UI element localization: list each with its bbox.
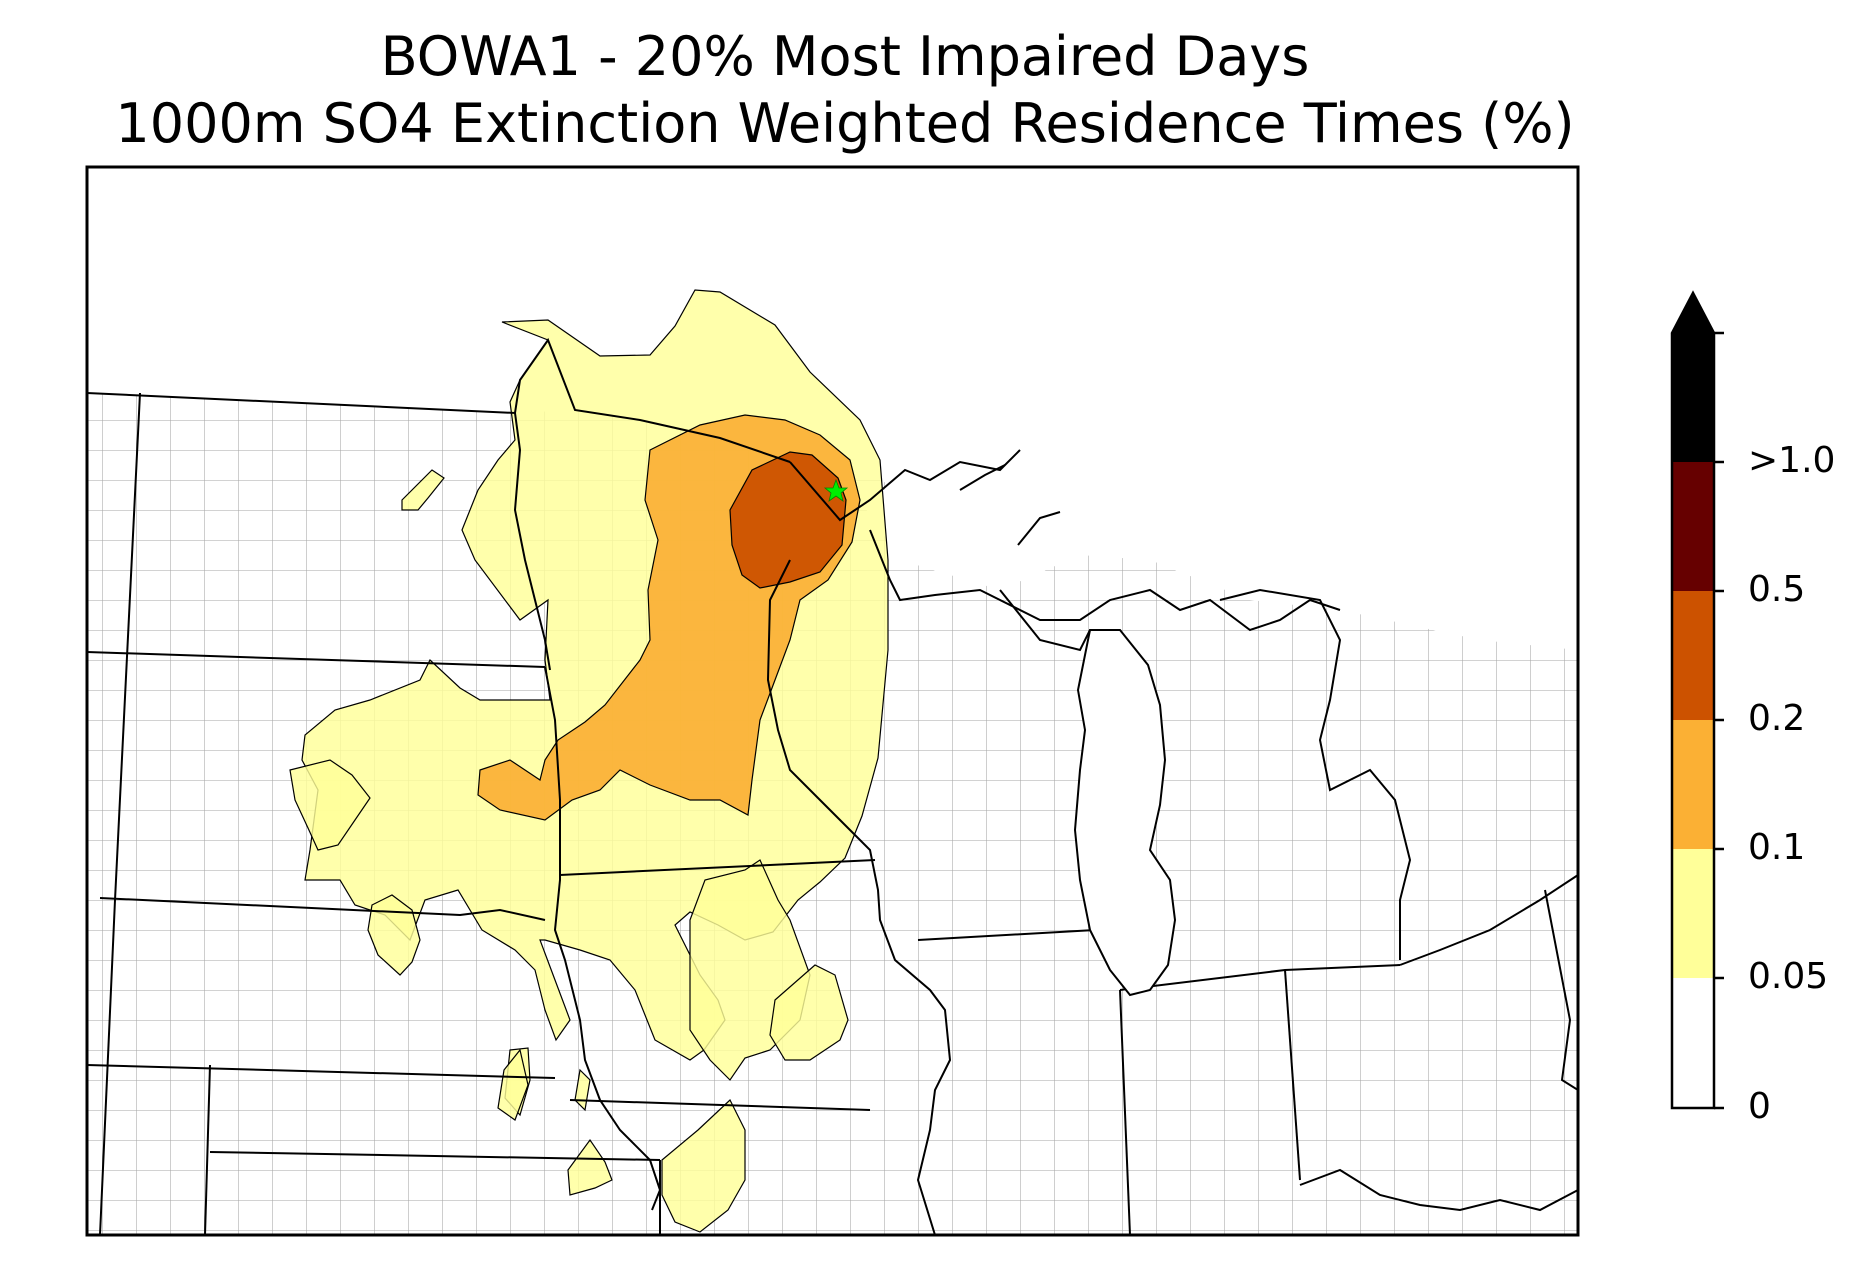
contour-0.05-patch-s5 <box>497 1048 529 1121</box>
colorbar-outline <box>1670 290 1716 1110</box>
colorbar-tick-label-0.05: 0.05 <box>1748 956 1829 997</box>
state-line-ks-ok <box>209 1151 661 1161</box>
lake-erie-shore <box>1399 874 1578 966</box>
state-borders <box>87 337 1578 1235</box>
state-line-sd-ne <box>99 897 546 921</box>
colorbar-segment-extend <box>1672 333 1714 462</box>
map-title-line-1: BOWA1 - 20% Most Impaired Days <box>380 25 1310 88</box>
map-area <box>87 289 1578 1235</box>
colorbar-tick-label-0.5: 0.5 <box>1748 569 1806 610</box>
isle-royale <box>959 464 1006 491</box>
colorbar-tick-label-0.1: 0.1 <box>1748 827 1806 868</box>
state-line-ks-west <box>204 1064 211 1235</box>
state-line-mn-wi <box>766 559 952 1235</box>
colorbar-tick-label-gt1: >1.0 <box>1748 440 1836 481</box>
state-line-mn-ia <box>559 859 876 876</box>
colorbar-segment-0 <box>1672 978 1714 1108</box>
state-line-oh-pa <box>1544 889 1578 1091</box>
contour-0.05-patch-east <box>769 964 849 1061</box>
contour-0.05-patch-sw <box>367 894 421 976</box>
lake-huron-shore <box>1219 588 1412 960</box>
colorbar-tick-label-0.2: 0.2 <box>1748 698 1806 739</box>
contour-0.05-patch-s3 <box>567 1138 613 1196</box>
wi-mi-up-border <box>999 589 1091 652</box>
lake-superior-shore <box>789 449 1341 632</box>
state-line-ohio-river <box>1299 1168 1578 1212</box>
state-line-wi-il <box>917 929 1096 941</box>
colorbar-segment-0.5 <box>1672 462 1714 591</box>
lake-michigan <box>1073 629 1177 997</box>
colorbar-segment-0.2 <box>1672 591 1714 720</box>
site-star-marker <box>823 478 849 502</box>
colorbar-ticks <box>1714 331 1724 1110</box>
canada-border <box>87 337 791 463</box>
map-title-line-2: 1000m SO4 Extinction Weighted Residence … <box>115 92 1575 155</box>
colorbar-segment-0.05 <box>1672 849 1714 978</box>
state-line-in-oh <box>1284 969 1301 1181</box>
contour-0.05-patch-s4 <box>661 1099 746 1233</box>
keweenaw <box>1017 511 1061 546</box>
contour-0.2 <box>729 451 847 589</box>
state-line-mt-nd <box>99 392 141 1235</box>
colorbar-tick-label-0: 0 <box>1748 1086 1771 1127</box>
colorbar <box>1670 290 1724 1110</box>
colorbar-segment-0.1 <box>1672 720 1714 849</box>
state-line-nd-sd <box>87 651 546 668</box>
contour-0.05-patch-ne <box>401 469 445 511</box>
state-line-mn-sd-ia <box>544 666 662 1211</box>
contour-0.05-patch-west <box>289 759 371 851</box>
state-line-ia-mo <box>569 1099 871 1111</box>
colorbar-extend-arrow <box>1672 293 1714 333</box>
state-line-mn-nd <box>513 412 551 671</box>
state-line-ne-ks <box>87 1064 556 1079</box>
state-line-mi-in-oh <box>1119 964 1401 991</box>
map-frame <box>85 165 1580 1237</box>
state-line-il-in <box>1119 989 1131 1235</box>
